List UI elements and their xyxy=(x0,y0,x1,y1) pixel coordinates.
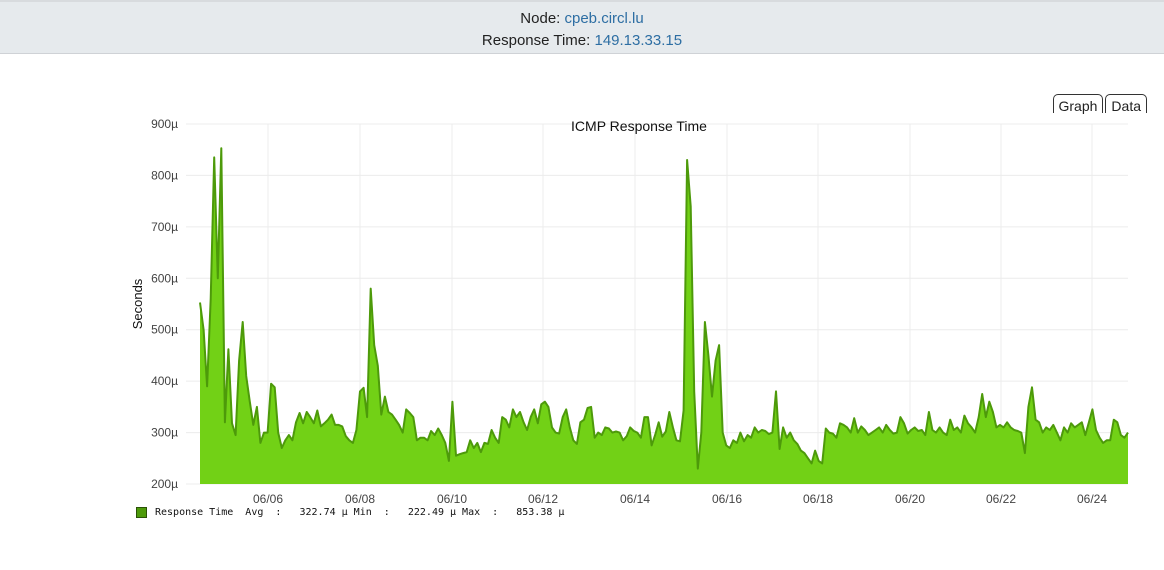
node-label: Node: xyxy=(520,10,565,27)
tab-data[interactable]: Data xyxy=(1105,94,1147,114)
y-tick-label: 200µ xyxy=(151,477,178,491)
y-tick-label: 700µ xyxy=(151,220,178,234)
node-link[interactable]: cpeb.circl.lu xyxy=(564,10,644,27)
chart-legend: Response Time Avg : 322.74 µ Min : 222.4… xyxy=(136,507,564,518)
x-tick-label: 06/10 xyxy=(437,492,467,506)
y-tick-label: 900µ xyxy=(151,117,178,131)
legend-stats: Response Time Avg : 322.74 µ Min : 222.4… xyxy=(155,507,565,518)
y-tick-label: 500µ xyxy=(151,323,178,337)
y-tick-label: 600µ xyxy=(151,271,178,285)
x-tick-label: 06/12 xyxy=(528,492,558,506)
response-time-area xyxy=(200,148,1128,484)
response-time-line: Response Time: 149.13.33.15 xyxy=(0,30,1164,52)
response-time-line-series xyxy=(199,147,1129,470)
x-tick-label: 06/08 xyxy=(345,492,375,506)
x-tick-label: 06/06 xyxy=(253,492,283,506)
response-time-label: Response Time: xyxy=(481,32,595,49)
x-tick-label: 06/18 xyxy=(803,492,833,506)
x-axis-ticks: 06/06 06/08 06/10 06/12 06/14 06/16 06/18 06/20… xyxy=(253,492,1107,506)
tab-graph[interactable]: Graph xyxy=(1052,94,1104,114)
x-tick-label: 06/24 xyxy=(1077,492,1107,506)
chart-title: ICMP Response Time xyxy=(571,118,707,134)
x-tick-label: 06/20 xyxy=(895,492,925,506)
x-tick-label: 06/14 xyxy=(620,492,650,506)
y-axis-ticks: 200µ 300µ 400µ 500µ 600µ 700µ 800µ 900µ xyxy=(151,117,178,491)
y-tick-label: 300µ xyxy=(151,426,178,440)
x-tick-label: 06/16 xyxy=(712,492,742,506)
y-tick-label: 400µ xyxy=(151,374,178,388)
view-tabs: Graph Data xyxy=(1052,94,1147,114)
x-tick-label: 06/22 xyxy=(986,492,1016,506)
page-header: Node: cpeb.circl.lu Response Time: 149.1… xyxy=(0,0,1164,54)
legend-swatch[interactable] xyxy=(136,507,147,518)
node-line: Node: cpeb.circl.lu xyxy=(0,8,1164,30)
y-axis-label: Seconds xyxy=(130,278,145,329)
y-tick-label: 800µ xyxy=(151,168,178,182)
interface-ip-link[interactable]: 149.13.33.15 xyxy=(594,32,683,49)
